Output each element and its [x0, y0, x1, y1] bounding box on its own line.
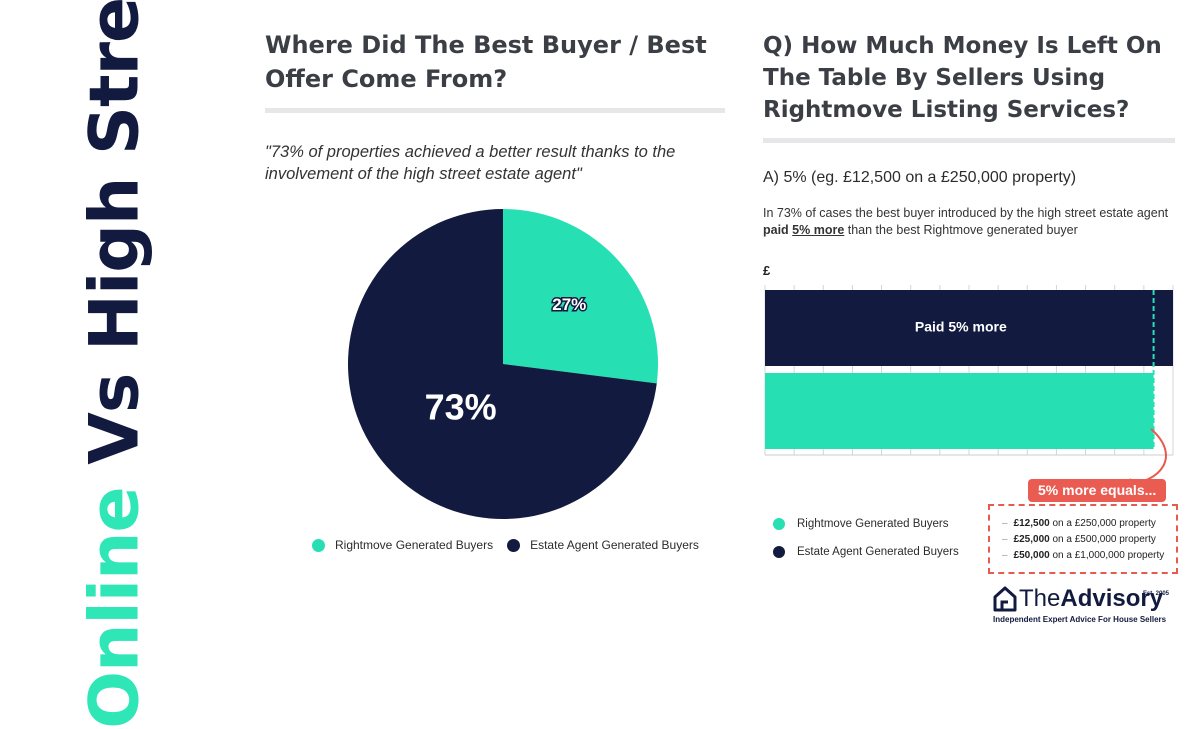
desc-paid: paid [763, 223, 793, 237]
question-divider [763, 138, 1175, 143]
banner-title: Online Vs High Street [76, 0, 155, 729]
equals-amount: £25,000 [1013, 534, 1050, 545]
bar-legend-swatch-agent [773, 546, 785, 558]
legend-item-rightmove: Rightmove Generated Buyers [312, 538, 493, 552]
legend-swatch-rightmove [312, 538, 325, 552]
pie-chart-title: Where Did The Best Buyer / Best Offer Co… [265, 31, 707, 93]
bar [765, 290, 1173, 366]
legend-swatch-agent [507, 538, 521, 552]
logo-name-a: The [1019, 585, 1061, 612]
desc-post: than the best Rightmove generated buyer [844, 223, 1078, 237]
bar [765, 373, 1154, 449]
house-icon [993, 586, 1017, 612]
pie-svg: 27% 73% [348, 209, 658, 519]
legend-item-agent: Estate Agent Generated Buyers [507, 538, 699, 552]
pie-data-label: 73% [425, 387, 497, 428]
equals-row: – £12,500 on a £250,000 property [1002, 518, 1156, 529]
bar-axis-label: £ [763, 263, 771, 278]
equals-amount: £12,500 [1013, 518, 1050, 529]
left-panel: Where Did The Best Buyer / Best Offer Co… [265, 28, 725, 552]
logo-name-b: Advisory [1060, 585, 1164, 612]
pie-slice [348, 209, 657, 519]
logo-tagline: Independent Expert Advice For House Sell… [993, 615, 1167, 624]
bar-legend: Rightmove Generated Buyers Estate Agent … [773, 518, 959, 574]
desc-underlined: 5% more [792, 223, 845, 237]
callout-tag: 5% more equals... [1028, 479, 1167, 502]
bar-legend-label-rightmove: Rightmove Generated Buyers [797, 518, 949, 530]
pie-slice [503, 209, 658, 384]
legend-label-agent: Estate Agent Generated Buyers [530, 538, 699, 552]
banner-word-online: Online [75, 487, 155, 729]
legend-label-rightmove: Rightmove Generated Buyers [335, 538, 494, 552]
bar-svg: Paid 5% more [764, 285, 1174, 456]
pie-legend: Rightmove Generated Buyers Estate Agent … [312, 538, 713, 552]
equals-box: – £12,500 on a £250,000 property – £25,000… [988, 504, 1178, 574]
bar-legend-item-rightmove: Rightmove Generated Buyers [773, 518, 959, 530]
answer-text: A) 5% (eg. £12,500 on a £250,000 propert… [763, 169, 1077, 186]
pie-chart: 27% 73% [343, 204, 663, 529]
equals-text: on a £1,000,000 property [1049, 550, 1165, 561]
question-title: Q) How Much Money Is Left On The Table B… [763, 33, 1162, 123]
logo-name: The Advisory [993, 585, 1175, 613]
bar-legend-label-agent: Estate Agent Generated Buyers [797, 546, 959, 558]
equals-row: – £50,000 on a £1,000,000 property [1002, 550, 1165, 561]
description-text: In 73% of cases the best buyer introduce… [763, 205, 1175, 239]
brand-logo: Est. 2005 The Advisory Independent Expert… [993, 585, 1175, 624]
equals-text: on a £250,000 property [1049, 518, 1156, 529]
banner-word-highstreet: Vs High Street [75, 0, 155, 488]
equals-text: on a £500,000 property [1049, 534, 1156, 545]
equals-amount: £50,000 [1013, 550, 1050, 561]
bar-legend-swatch-rightmove [773, 518, 785, 530]
bar-data-label: Paid 5% more [915, 319, 1007, 335]
side-banner: Online Vs High Street [0, 0, 230, 729]
bar-chart: £ Paid 5% more [763, 263, 1175, 463]
equals-row: – £25,000 on a £500,000 property [1002, 534, 1156, 545]
logo-est: Est. 2005 [1142, 591, 1169, 597]
bar-legend-item-agent: Estate Agent Generated Buyers [773, 546, 959, 558]
pie-data-label: 27% [552, 295, 586, 314]
desc-pre: In 73% of cases the best buyer introduce… [763, 206, 1169, 220]
right-panel: Q) How Much Money Is Left On The Table B… [763, 30, 1178, 624]
title-divider [265, 108, 725, 113]
quote-text: "73% of properties achieved a better res… [265, 143, 676, 183]
